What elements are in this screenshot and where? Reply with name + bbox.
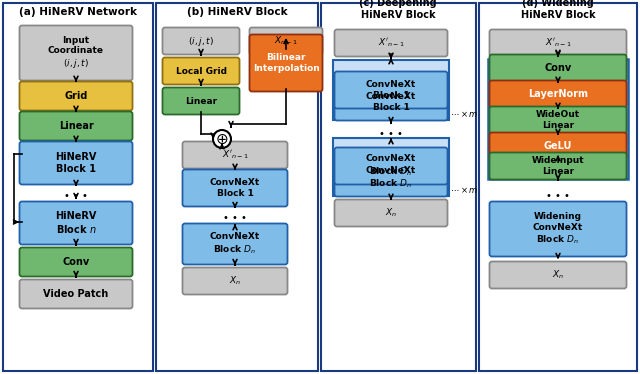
FancyBboxPatch shape — [182, 169, 287, 206]
Text: ConvNeXt
Block $D_n$: ConvNeXt Block $D_n$ — [366, 154, 416, 178]
Text: ConvNeXt
Block $D_n$: ConvNeXt Block $D_n$ — [366, 166, 416, 190]
Text: • • •: • • • — [546, 191, 570, 201]
FancyBboxPatch shape — [19, 248, 132, 276]
Text: $\cdots \times m$: $\cdots \times m$ — [450, 185, 478, 195]
FancyBboxPatch shape — [490, 107, 627, 134]
Text: $X'_{n-1}$: $X'_{n-1}$ — [221, 149, 248, 161]
Text: ConvNeXt
Block $D_n$: ConvNeXt Block $D_n$ — [210, 232, 260, 256]
FancyBboxPatch shape — [19, 82, 132, 110]
Text: WideOut
Linear: WideOut Linear — [536, 110, 580, 130]
Text: Conv: Conv — [62, 257, 90, 267]
Text: Widening
ConvNeXt
Block $D_n$: Widening ConvNeXt Block $D_n$ — [533, 212, 583, 246]
Text: Linear: Linear — [59, 121, 93, 131]
Text: $X_n$: $X_n$ — [229, 275, 241, 287]
Text: ⊕: ⊕ — [216, 132, 228, 147]
Bar — [321, 3, 476, 371]
FancyBboxPatch shape — [250, 28, 323, 55]
Text: $X_n$: $X_n$ — [385, 207, 397, 219]
Text: (c) Deepening
HiNeRV Block: (c) Deepening HiNeRV Block — [359, 0, 437, 20]
Bar — [333, 60, 449, 120]
FancyBboxPatch shape — [335, 71, 447, 108]
FancyBboxPatch shape — [490, 30, 627, 56]
Bar — [156, 3, 318, 371]
FancyBboxPatch shape — [182, 224, 287, 264]
Text: • • •: • • • — [64, 191, 88, 201]
Text: LayerNorm: LayerNorm — [528, 89, 588, 99]
Text: • • •: • • • — [379, 129, 403, 139]
Text: Video Patch: Video Patch — [44, 289, 109, 299]
Text: ConvNeXt
Block 1: ConvNeXt Block 1 — [366, 80, 416, 100]
FancyBboxPatch shape — [490, 80, 627, 107]
Text: $X'_{n-1}$: $X'_{n-1}$ — [545, 37, 572, 49]
Text: • • •: • • • — [223, 213, 247, 223]
FancyBboxPatch shape — [19, 141, 132, 184]
Text: Grid: Grid — [64, 91, 88, 101]
Text: ConvNeXt
Block 1: ConvNeXt Block 1 — [366, 92, 416, 112]
FancyBboxPatch shape — [19, 25, 132, 80]
Text: Input
Coordinate
$(i,j,t)$: Input Coordinate $(i,j,t)$ — [48, 36, 104, 70]
FancyBboxPatch shape — [19, 111, 132, 141]
Text: $(i,j,t)$: $(i,j,t)$ — [188, 34, 214, 47]
FancyBboxPatch shape — [490, 132, 627, 159]
FancyBboxPatch shape — [335, 159, 447, 196]
Text: (b) HiNeRV Block: (b) HiNeRV Block — [187, 7, 287, 17]
FancyBboxPatch shape — [335, 199, 447, 227]
Text: GeLU: GeLU — [544, 141, 572, 151]
Text: Local Grid: Local Grid — [175, 67, 227, 76]
FancyBboxPatch shape — [182, 267, 287, 294]
Text: WideInput
Linear: WideInput Linear — [532, 156, 584, 176]
Text: Conv: Conv — [545, 63, 572, 73]
FancyBboxPatch shape — [490, 55, 627, 82]
FancyBboxPatch shape — [335, 147, 447, 184]
FancyBboxPatch shape — [490, 153, 627, 180]
Text: HiNeRV
Block 1: HiNeRV Block 1 — [55, 152, 97, 174]
Text: ConvNeXt
Block 1: ConvNeXt Block 1 — [210, 178, 260, 198]
FancyBboxPatch shape — [19, 279, 132, 309]
Text: $X_n$: $X_n$ — [552, 269, 564, 281]
FancyBboxPatch shape — [335, 30, 447, 56]
Text: Linear: Linear — [185, 96, 217, 105]
Bar — [479, 3, 637, 371]
Text: $X'_{n-1}$: $X'_{n-1}$ — [378, 37, 404, 49]
Text: HiNeRV
Block $n$: HiNeRV Block $n$ — [55, 211, 97, 235]
Bar — [3, 3, 153, 371]
FancyBboxPatch shape — [335, 83, 447, 120]
FancyBboxPatch shape — [19, 202, 132, 245]
FancyBboxPatch shape — [490, 202, 627, 257]
FancyBboxPatch shape — [490, 261, 627, 288]
Text: (d) Widening
HiNeRV Block: (d) Widening HiNeRV Block — [521, 0, 595, 20]
Circle shape — [213, 130, 231, 148]
Text: (a) HiNeRV Network: (a) HiNeRV Network — [19, 7, 137, 17]
FancyBboxPatch shape — [163, 28, 239, 55]
Text: $X_{n-1}$: $X_{n-1}$ — [274, 35, 298, 47]
Text: Bilinear
Interpolation: Bilinear Interpolation — [253, 53, 319, 73]
Bar — [488, 59, 628, 179]
FancyBboxPatch shape — [182, 141, 287, 169]
FancyBboxPatch shape — [163, 58, 239, 85]
FancyBboxPatch shape — [163, 88, 239, 114]
Text: $\cdots \times m$: $\cdots \times m$ — [450, 109, 478, 119]
Bar — [333, 138, 449, 196]
FancyBboxPatch shape — [250, 34, 323, 92]
